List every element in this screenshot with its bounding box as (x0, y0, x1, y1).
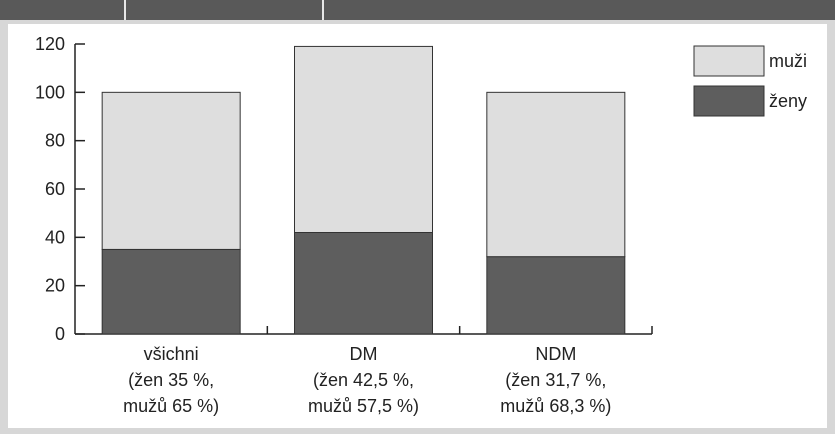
y-tick-label: 60 (45, 179, 65, 199)
x-category-sublabel: (žen 42,5 %, (313, 370, 414, 390)
legend-label: muži (769, 51, 807, 71)
legend-label: ženy (769, 91, 807, 111)
x-category-label: NDM (535, 344, 576, 364)
bar-segment-zeny (102, 249, 240, 334)
x-category-sublabel: mužů 68,3 %) (500, 396, 611, 416)
x-category-label: DM (350, 344, 378, 364)
y-tick-label: 80 (45, 131, 65, 151)
y-tick-label: 120 (35, 34, 65, 54)
header-divider (322, 0, 324, 20)
legend-swatch (694, 86, 764, 116)
bar-segment-muzi (295, 46, 433, 232)
bar-segment-zeny (295, 233, 433, 335)
x-category-label: všichni (144, 344, 199, 364)
y-tick-label: 40 (45, 227, 65, 247)
y-tick-label: 20 (45, 276, 65, 296)
bar-segment-zeny (487, 257, 625, 334)
x-category-sublabel: (žen 35 %, (128, 370, 214, 390)
x-category-sublabel: mužů 57,5 %) (308, 396, 419, 416)
header-divider (124, 0, 126, 20)
y-tick-label: 0 (55, 324, 65, 344)
stacked-bar-chart: 0 20 40 60 80 100 120 všichni (žen 35 %, mužů 65 … (8, 24, 827, 428)
bar-segment-muzi (487, 92, 625, 256)
chart-panel: 0 20 40 60 80 100 120 všichni (žen 35 %, mužů 65 … (8, 24, 827, 428)
y-tick-label: 100 (35, 82, 65, 102)
bar-segment-muzi (102, 92, 240, 249)
x-category-sublabel: mužů 65 %) (123, 396, 219, 416)
x-category-sublabel: (žen 31,7 %, (505, 370, 606, 390)
header-bar (0, 0, 835, 20)
legend-swatch (694, 46, 764, 76)
